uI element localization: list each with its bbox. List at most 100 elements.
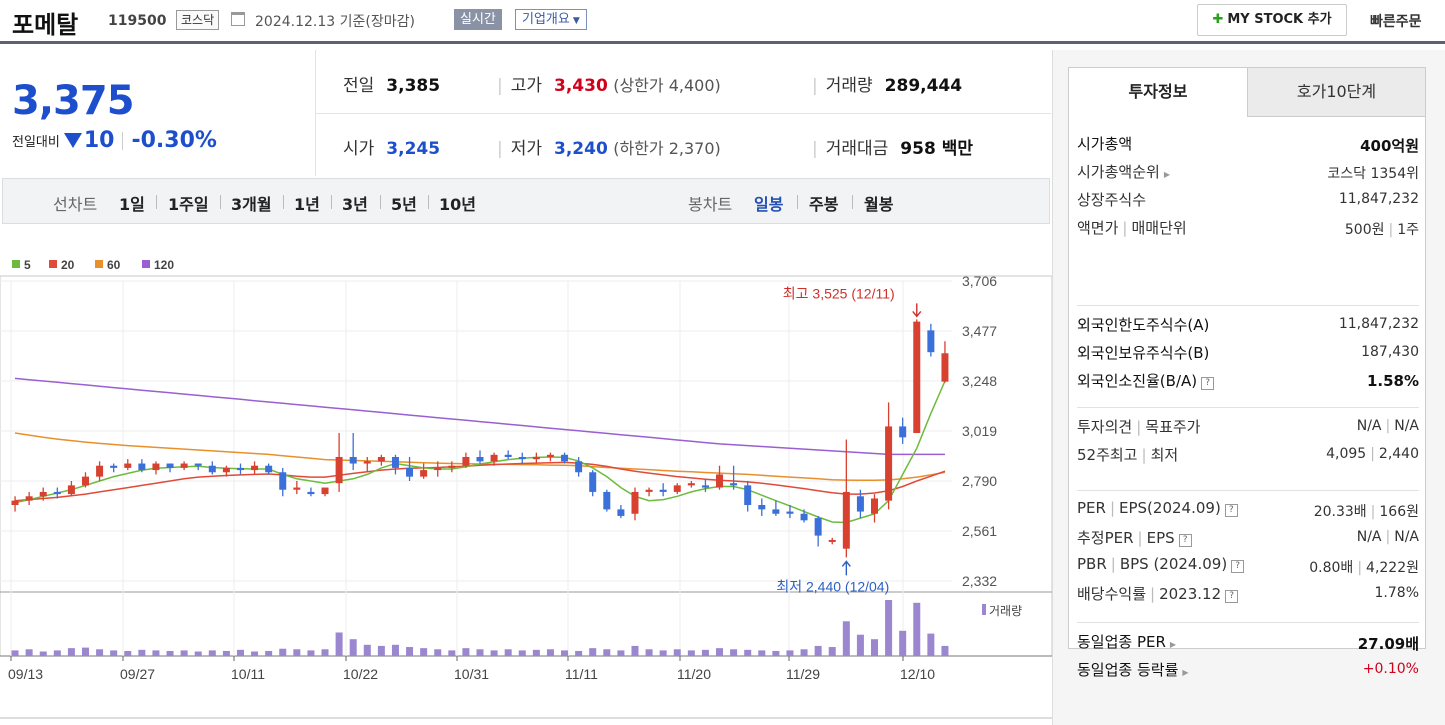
help-icon[interactable]: ? (1224, 504, 1238, 517)
candle (645, 487, 653, 497)
candle (561, 452, 569, 464)
open-price: 시가 3,245 (343, 134, 440, 159)
volume-bar (504, 649, 512, 656)
volume-bar (532, 649, 540, 656)
candle-weekly[interactable]: 주봉 (809, 195, 839, 214)
arrow-right-icon[interactable]: ▶ (1169, 640, 1177, 649)
volume-bar (546, 649, 554, 656)
candle-body (180, 463, 188, 468)
candle-body (39, 491, 47, 497)
high-value: 3,430 (554, 76, 608, 96)
help-icon[interactable]: ? (1231, 560, 1245, 573)
period-1w[interactable]: 1주일 (168, 195, 209, 214)
candle (166, 463, 174, 473)
open-value: 3,245 (386, 139, 441, 159)
info-key-text: 추정PER (1077, 529, 1134, 547)
tab-orderbook[interactable]: 호가10단계 (1247, 67, 1426, 117)
volume-bar (645, 649, 653, 656)
y-tick-label: 3,706 (962, 273, 997, 289)
info-row: 상장주식수 11,847,232 (1077, 189, 1419, 215)
candle (899, 417, 907, 444)
divider: | (1150, 585, 1156, 603)
candle-body (377, 456, 385, 462)
volume-bar (828, 647, 836, 656)
volume-bar (927, 633, 935, 656)
volume-bar (25, 649, 33, 656)
info-key: 외국인보유주식수(B) (1077, 342, 1209, 363)
period-1d[interactable]: 1일 (119, 195, 145, 214)
y-tick-label: 3,019 (962, 423, 997, 439)
volume-bar (138, 649, 146, 656)
help-icon[interactable]: ? (1178, 534, 1192, 547)
company-overview-dropdown[interactable]: 기업개요 ▼ (515, 9, 587, 30)
candle (434, 461, 442, 477)
candle-body (800, 513, 808, 521)
info-key: 52주최고 | 최저 (1077, 444, 1178, 465)
candle-body (575, 461, 583, 473)
volume-bar (448, 650, 456, 656)
volume-bar (617, 650, 625, 656)
period-1y[interactable]: 1년 (294, 195, 320, 214)
legend-swatch (142, 260, 150, 268)
moving-average-120 (14, 377, 945, 456)
divider (156, 195, 157, 209)
candle-body (349, 456, 357, 464)
volume-bar (786, 650, 794, 656)
info-value-text: 1주 (1397, 222, 1419, 238)
candle (673, 483, 681, 495)
info-key-text: PER (1077, 499, 1106, 517)
quick-order-link[interactable]: 빠른주문 (1370, 14, 1422, 30)
candle-body (222, 467, 230, 473)
x-tick-label: 10/11 (231, 666, 265, 682)
line-chart-label: 선차트 (53, 195, 98, 214)
arrow-up-icon (841, 560, 851, 576)
candle-body (701, 485, 709, 488)
amount-value: 958 백만 (900, 139, 973, 159)
price-change-row: 전일대비 10 -0.30% (12, 128, 217, 153)
divider (428, 195, 429, 209)
divider: | (1137, 529, 1143, 547)
info-value-text: +0.10% (1362, 661, 1419, 677)
low-price: | 저가 3,240 (하한가 2,370) (497, 134, 721, 159)
price-summary: 3,375 전일대비 10 -0.30% (0, 50, 316, 176)
volume-bar (758, 650, 766, 656)
volume-bar (856, 634, 864, 656)
legend-label: 120 (154, 258, 174, 272)
tab-invest-info[interactable]: 투자정보 (1068, 67, 1248, 117)
volume-bar (814, 645, 822, 656)
divider: | (812, 139, 818, 159)
info-value-text: 11,847,232 (1338, 316, 1419, 332)
info-row: 동일업종 등락률 ▶ +0.10% (1077, 659, 1419, 685)
volume-bar (194, 651, 202, 656)
divider (283, 195, 284, 209)
info-key-text: 52주최고 (1077, 446, 1138, 464)
divider (797, 195, 798, 209)
candle-body (828, 539, 836, 542)
add-mystock-button[interactable]: ✚ MY STOCK 추가 (1197, 4, 1347, 36)
candle-monthly[interactable]: 월봉 (864, 195, 894, 214)
period-5y[interactable]: 5년 (391, 195, 417, 214)
info-value-text: N/A (1356, 418, 1382, 434)
candle (265, 463, 273, 475)
info-key: 동일업종 등락률 ▶ (1077, 659, 1189, 680)
help-icon[interactable]: ? (1225, 590, 1239, 603)
info-value-text: 400억원 (1360, 137, 1419, 155)
info-value-text: 11,847,232 (1338, 191, 1419, 207)
candle (152, 461, 160, 475)
info-value-text: 500원 (1344, 222, 1385, 238)
quote-table: 전일 3,385 | 고가 3,430 (상한가 4,400) | 거래량 289,444… (316, 50, 1051, 176)
candle (913, 319, 921, 433)
candle-body (744, 485, 752, 506)
y-tick-label: 2,561 (962, 523, 997, 539)
realtime-button[interactable]: 실시간 (454, 9, 502, 30)
period-3y[interactable]: 3년 (342, 195, 368, 214)
period-3m[interactable]: 3개월 (231, 195, 272, 214)
arrow-right-icon[interactable]: ▶ (1182, 668, 1189, 677)
help-icon[interactable]: ? (1201, 377, 1215, 390)
candle-daily[interactable]: 일봉 (754, 195, 784, 214)
divider (220, 195, 221, 209)
arrow-right-icon[interactable]: ▶ (1163, 170, 1170, 179)
x-tick-label: 09/13 (8, 666, 43, 682)
period-10y[interactable]: 10년 (439, 195, 476, 214)
info-value-text: 2,440 (1378, 446, 1419, 462)
